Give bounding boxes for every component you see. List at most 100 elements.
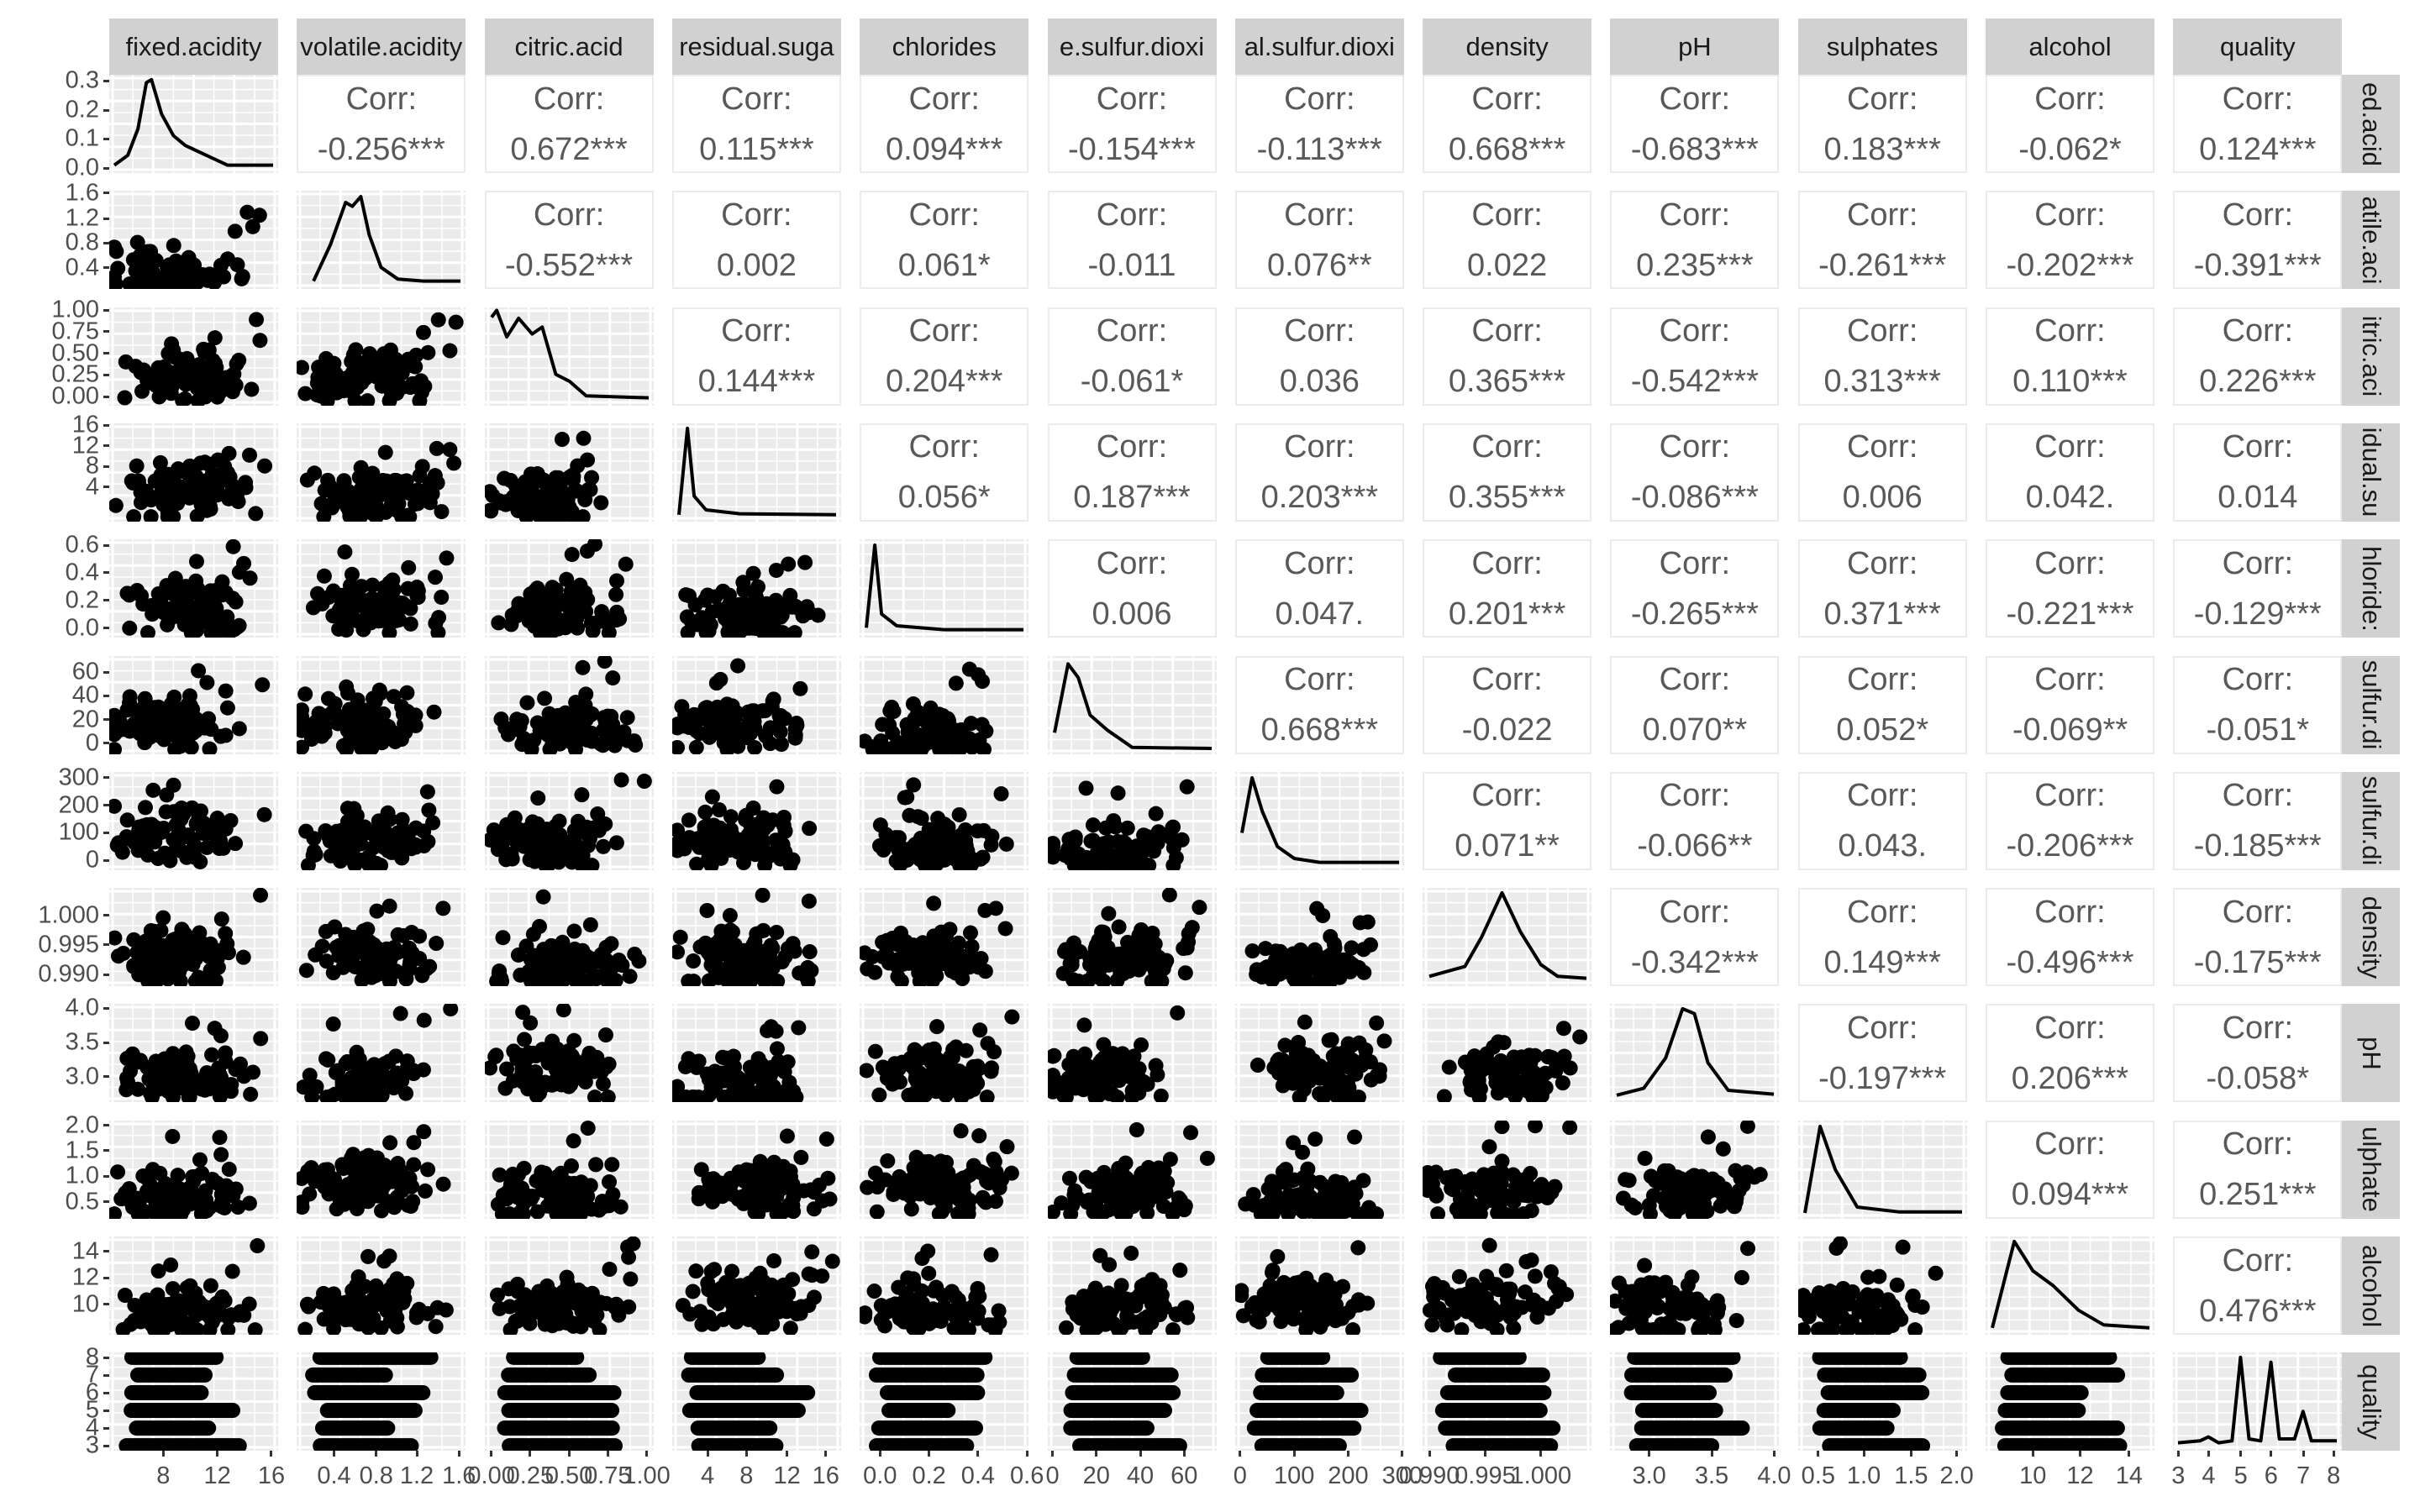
x-tick-label: 0.75 xyxy=(584,1462,632,1490)
correlation-panel: Corr: 0.094*** xyxy=(860,75,1029,173)
y-tick-label: 20 xyxy=(71,706,99,733)
correlation-panel: Corr: 0.251*** xyxy=(2173,1120,2343,1219)
x-tick-label: 8 xyxy=(739,1462,754,1490)
y-tick-mark xyxy=(103,108,109,112)
y-tick-label: 12 xyxy=(71,432,99,459)
corr-label: Corr: xyxy=(721,81,792,117)
y-tick-mark xyxy=(103,352,109,355)
y-tick-mark xyxy=(103,423,109,427)
corr-label: Corr: xyxy=(2034,313,2106,349)
corr-label: Corr: xyxy=(2034,197,2106,233)
density-panel xyxy=(2173,1352,2343,1452)
corr-value: -0.265*** xyxy=(1630,596,1759,632)
y-tick-mark xyxy=(103,1356,109,1359)
x-tick-label: 12 xyxy=(2066,1462,2094,1490)
corr-label: Corr: xyxy=(1096,545,1168,581)
correlation-panel: Corr: 0.672*** xyxy=(484,75,654,173)
x-tick-mark xyxy=(2176,1451,2180,1457)
x-tick-mark xyxy=(1239,1451,1242,1457)
strip-label-right-citric.acid: itric.aci xyxy=(2342,307,2401,406)
corr-value: 0.036 xyxy=(1279,364,1360,400)
corr-label: Corr: xyxy=(1846,429,1918,465)
y-tick-label: 2.0 xyxy=(65,1111,99,1139)
y-tick-mark xyxy=(103,166,109,170)
corr-value: -0.066** xyxy=(1637,828,1753,864)
corr-value: -0.256*** xyxy=(317,131,445,167)
density-panel xyxy=(1423,888,1592,987)
y-tick-mark xyxy=(103,914,109,917)
x-tick-mark xyxy=(928,1451,931,1457)
x-tick-label: 0.50 xyxy=(544,1462,593,1490)
corr-value: -0.058* xyxy=(2206,1060,2310,1096)
x-tick-mark xyxy=(2332,1451,2335,1457)
corr-label: Corr: xyxy=(2034,1010,2106,1046)
corr-value: -0.061* xyxy=(1080,364,1184,400)
correlation-panel: Corr: -0.185*** xyxy=(2173,771,2343,870)
scatter-panel xyxy=(297,655,466,754)
correlation-panel: Corr: 0.002 xyxy=(671,191,841,290)
correlation-panel: Corr: -0.391*** xyxy=(2173,191,2343,290)
corr-value: 0.006 xyxy=(1842,480,1923,516)
correlation-panel: Corr: 0.206*** xyxy=(1986,1004,2154,1103)
x-tick-mark xyxy=(1182,1451,1186,1457)
corr-value: 0.476*** xyxy=(2199,1293,2317,1329)
strip-text: density xyxy=(2356,895,2386,979)
corr-label: Corr: xyxy=(1659,778,1731,814)
y-tick-label: 0 xyxy=(85,729,99,757)
scatter-panel xyxy=(671,1120,841,1219)
density-panel xyxy=(484,307,654,406)
y-tick-mark xyxy=(103,192,109,195)
x-tick-label: 0.8 xyxy=(359,1462,393,1490)
scatter-panel xyxy=(297,1004,466,1103)
corr-value: 0.251*** xyxy=(2199,1177,2317,1213)
y-tick-mark xyxy=(103,571,109,575)
scatter-panel xyxy=(297,307,466,406)
x-tick-mark xyxy=(1772,1451,1776,1457)
y-tick-mark xyxy=(103,1409,109,1412)
y-tick-label: 0.0 xyxy=(65,614,99,641)
corr-value: -0.261*** xyxy=(1818,247,1947,283)
y-tick-mark xyxy=(103,1041,109,1044)
y-tick-label: 4 xyxy=(85,1414,99,1441)
x-tick-mark xyxy=(1428,1451,1431,1457)
strip-label-right-chlorides: hloride: xyxy=(2342,539,2401,638)
strip-text: sulfur.di xyxy=(2356,775,2386,866)
scatter-panel xyxy=(860,655,1029,754)
y-tick-label: 3.0 xyxy=(65,1063,99,1090)
strip-label-residual.sugar: residual.suga xyxy=(671,18,841,75)
correlation-panel: Corr: 0.183*** xyxy=(1797,75,1967,173)
corr-label: Corr: xyxy=(1659,894,1731,930)
strip-text: quality xyxy=(2356,1363,2386,1440)
corr-label: Corr: xyxy=(908,313,980,349)
y-tick-mark xyxy=(103,1149,109,1152)
y-tick-mark xyxy=(103,670,109,674)
x-tick-label: 0.4 xyxy=(317,1462,351,1490)
correlation-panel: Corr: 0.036 xyxy=(1234,307,1404,406)
x-tick-mark xyxy=(1139,1451,1142,1457)
scatter-panel xyxy=(109,888,278,987)
corr-label: Corr: xyxy=(1284,662,1355,697)
y-tick-mark xyxy=(103,804,109,807)
x-tick-label: 4.0 xyxy=(1757,1462,1791,1490)
corr-value: -0.197*** xyxy=(1818,1060,1947,1096)
correlation-panel: Corr: -0.058* xyxy=(2173,1004,2343,1103)
corr-label: Corr: xyxy=(1659,545,1731,581)
corr-value: -0.496*** xyxy=(2006,944,2134,980)
correlation-panel: Corr: 0.355*** xyxy=(1423,423,1592,522)
corr-value: 0.226*** xyxy=(2199,364,2317,400)
corr-value: 0.183*** xyxy=(1823,131,1941,167)
strip-label-chlorides: chlorides xyxy=(860,18,1029,75)
corr-label: Corr: xyxy=(533,81,605,117)
corr-label: Corr: xyxy=(1659,81,1731,117)
x-tick-mark xyxy=(375,1451,378,1457)
correlation-panel: Corr: 0.006 xyxy=(1797,423,1967,522)
strip-text: pH xyxy=(2356,1037,2386,1070)
correlation-panel: Corr: 0.313*** xyxy=(1797,307,1967,406)
strip-label-right-residual.sugar: idual.su xyxy=(2342,423,2401,522)
corr-label: Corr: xyxy=(2034,778,2106,814)
correlation-panel: Corr: 0.043. xyxy=(1797,771,1967,870)
correlation-panel: Corr: 0.042. xyxy=(1986,423,2154,522)
x-tick-mark xyxy=(529,1451,532,1457)
scatter-panel xyxy=(671,655,841,754)
y-tick-label: 200 xyxy=(58,791,99,819)
